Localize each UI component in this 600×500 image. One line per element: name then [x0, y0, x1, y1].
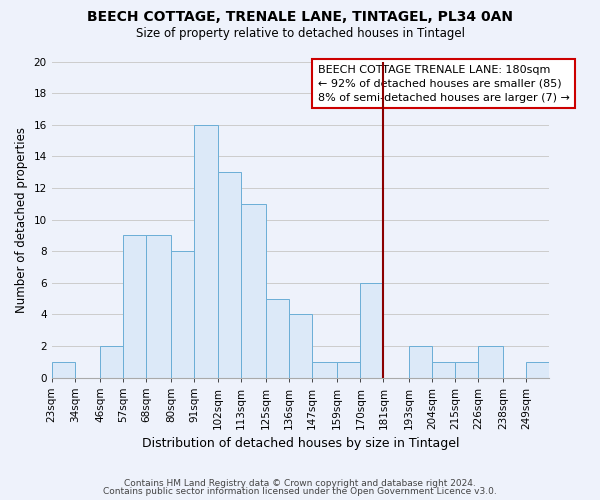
- Bar: [289, 314, 312, 378]
- Text: Contains public sector information licensed under the Open Government Licence v3: Contains public sector information licen…: [103, 487, 497, 496]
- Bar: [146, 236, 172, 378]
- Text: BEECH COTTAGE TRENALE LANE: 180sqm
← 92% of detached houses are smaller (85)
8% : BEECH COTTAGE TRENALE LANE: 180sqm ← 92%…: [318, 64, 570, 102]
- Bar: [526, 362, 550, 378]
- Y-axis label: Number of detached properties: Number of detached properties: [15, 126, 28, 312]
- Bar: [312, 362, 337, 378]
- Bar: [100, 346, 123, 378]
- Bar: [432, 362, 455, 378]
- X-axis label: Distribution of detached houses by size in Tintagel: Distribution of detached houses by size …: [142, 437, 459, 450]
- Bar: [123, 236, 146, 378]
- Bar: [409, 346, 432, 378]
- Bar: [455, 362, 478, 378]
- Bar: [478, 346, 503, 378]
- Text: Size of property relative to detached houses in Tintagel: Size of property relative to detached ho…: [136, 28, 464, 40]
- Text: Contains HM Land Registry data © Crown copyright and database right 2024.: Contains HM Land Registry data © Crown c…: [124, 478, 476, 488]
- Bar: [361, 282, 383, 378]
- Bar: [218, 172, 241, 378]
- Bar: [337, 362, 361, 378]
- Bar: [194, 124, 218, 378]
- Bar: [266, 298, 289, 378]
- Text: BEECH COTTAGE, TRENALE LANE, TINTAGEL, PL34 0AN: BEECH COTTAGE, TRENALE LANE, TINTAGEL, P…: [87, 10, 513, 24]
- Bar: [52, 362, 75, 378]
- Bar: [172, 251, 194, 378]
- Bar: [241, 204, 266, 378]
